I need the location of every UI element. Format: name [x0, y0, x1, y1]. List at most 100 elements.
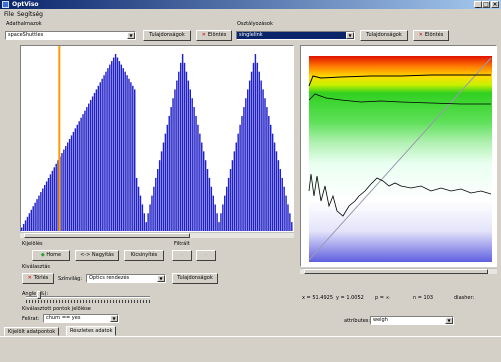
menu-file[interactable]: File — [4, 11, 15, 18]
bar — [80, 117, 82, 231]
bar — [32, 206, 34, 231]
bar — [147, 213, 149, 231]
bar — [170, 107, 172, 231]
bar — [97, 85, 100, 231]
minimize-button[interactable]: _ — [474, 1, 482, 8]
chevron-down-icon: ▼ — [445, 317, 453, 324]
bar — [195, 115, 197, 231]
bar — [237, 133, 239, 231]
angle-slider-thumb[interactable] — [37, 291, 41, 299]
bar — [116, 57, 119, 231]
bar — [105, 71, 107, 231]
bar — [162, 142, 165, 231]
close-button[interactable]: × — [491, 1, 499, 8]
dataset-value: spaceShuttles — [8, 32, 44, 38]
bar — [231, 160, 234, 231]
bar — [74, 128, 77, 231]
bar — [204, 160, 207, 231]
attribute-select[interactable]: weigh ▼ — [370, 316, 454, 325]
color-properties-button[interactable]: Tulajdonságok — [172, 273, 218, 284]
scrollbar-thumb[interactable] — [24, 233, 190, 238]
tab-content — [0, 336, 501, 362]
bar — [22, 223, 25, 231]
mark-select[interactable]: churn == yes ▼ — [43, 314, 119, 323]
right-scrollbar-thumb[interactable] — [304, 269, 488, 274]
bar — [130, 82, 132, 231]
clustering-select[interactable]: singlelink ▼ — [236, 31, 355, 40]
bar — [268, 115, 270, 231]
bar — [68, 138, 71, 231]
clustering-delete-label: Elöntés — [424, 32, 444, 38]
bar — [38, 195, 40, 231]
tab-selected-points[interactable]: Kijelölt adatpontok — [4, 327, 60, 336]
bar — [21, 227, 23, 231]
bar — [218, 222, 220, 231]
menu-help[interactable]: Segítség — [17, 11, 43, 18]
bar — [254, 54, 257, 231]
filter-button-1[interactable]: - — [172, 250, 192, 261]
mark-label: Felirat: — [22, 316, 40, 322]
app-icon — [2, 1, 9, 8]
home-button[interactable]: ◆ Home — [32, 250, 70, 261]
clear-label: Törlés — [33, 275, 49, 281]
chevron-down-icon: ▼ — [157, 275, 165, 282]
bar — [66, 142, 69, 231]
view-label: Kijelölés — [22, 241, 43, 247]
maximize-button[interactable]: □ — [482, 1, 490, 8]
angle-slider-track[interactable] — [26, 296, 150, 298]
bar — [250, 71, 253, 231]
bar — [277, 160, 280, 231]
stat-p: p = ∞ — [375, 295, 390, 301]
bar — [222, 204, 224, 231]
dataset-select[interactable]: spaceShuttles ▼ — [5, 31, 136, 40]
bar — [178, 71, 180, 231]
bar — [137, 186, 140, 231]
bar — [86, 107, 88, 231]
bar — [208, 177, 211, 231]
title-bar: OptViso _ □ × — [0, 0, 501, 9]
chevron-down-icon: ▼ — [110, 315, 118, 322]
density-plot[interactable] — [300, 45, 497, 267]
window-title: OptViso — [12, 1, 39, 8]
reachability-plot[interactable] — [20, 45, 294, 232]
bar — [264, 98, 266, 231]
bar — [281, 177, 283, 231]
home-label: Home — [46, 252, 62, 258]
bar — [273, 142, 276, 231]
bar — [164, 133, 167, 231]
zoom-out-button[interactable]: Kicsinyítés — [124, 250, 164, 261]
bar — [176, 80, 178, 231]
clustering-properties-button[interactable]: Tulajdonságok — [360, 30, 408, 41]
bar — [248, 80, 251, 231]
dataset-properties-button[interactable]: Tulajdonságok — [143, 30, 191, 41]
bar — [82, 114, 84, 231]
clustering-delete-button[interactable]: ✕ Elöntés — [413, 30, 449, 41]
bar — [72, 131, 75, 231]
bar — [247, 89, 249, 231]
color-mode-select[interactable]: Optics rendezés ▼ — [86, 274, 166, 283]
bar — [30, 209, 33, 231]
bar — [128, 78, 130, 231]
bar — [212, 195, 214, 231]
home-icon: ◆ — [40, 252, 45, 258]
mark-value: churn == yes — [46, 315, 81, 321]
stat-y: y = 1.0052 — [336, 295, 364, 301]
dataset-delete-button[interactable]: ✕ Elöntés — [196, 30, 232, 41]
bar — [275, 151, 278, 231]
bottom-tabs: Kijelölt adatpontok Részletes adatok — [0, 326, 501, 336]
bar — [36, 199, 38, 231]
bar — [126, 75, 128, 231]
filter-button-2[interactable]: - — [196, 250, 216, 261]
clear-button[interactable]: ✕ Törlés — [22, 273, 54, 284]
bar — [258, 71, 260, 231]
bar — [224, 195, 226, 231]
bar — [179, 62, 182, 231]
bar — [291, 222, 293, 231]
magnify-button[interactable]: <-> Nagyítás — [75, 250, 119, 261]
tab-details[interactable]: Részletes adatok — [66, 326, 117, 336]
horizontal-scrollbar[interactable] — [20, 232, 294, 238]
bar — [61, 153, 63, 231]
bar — [95, 89, 98, 231]
bar — [270, 124, 272, 231]
right-horizontal-scrollbar[interactable] — [300, 268, 497, 274]
